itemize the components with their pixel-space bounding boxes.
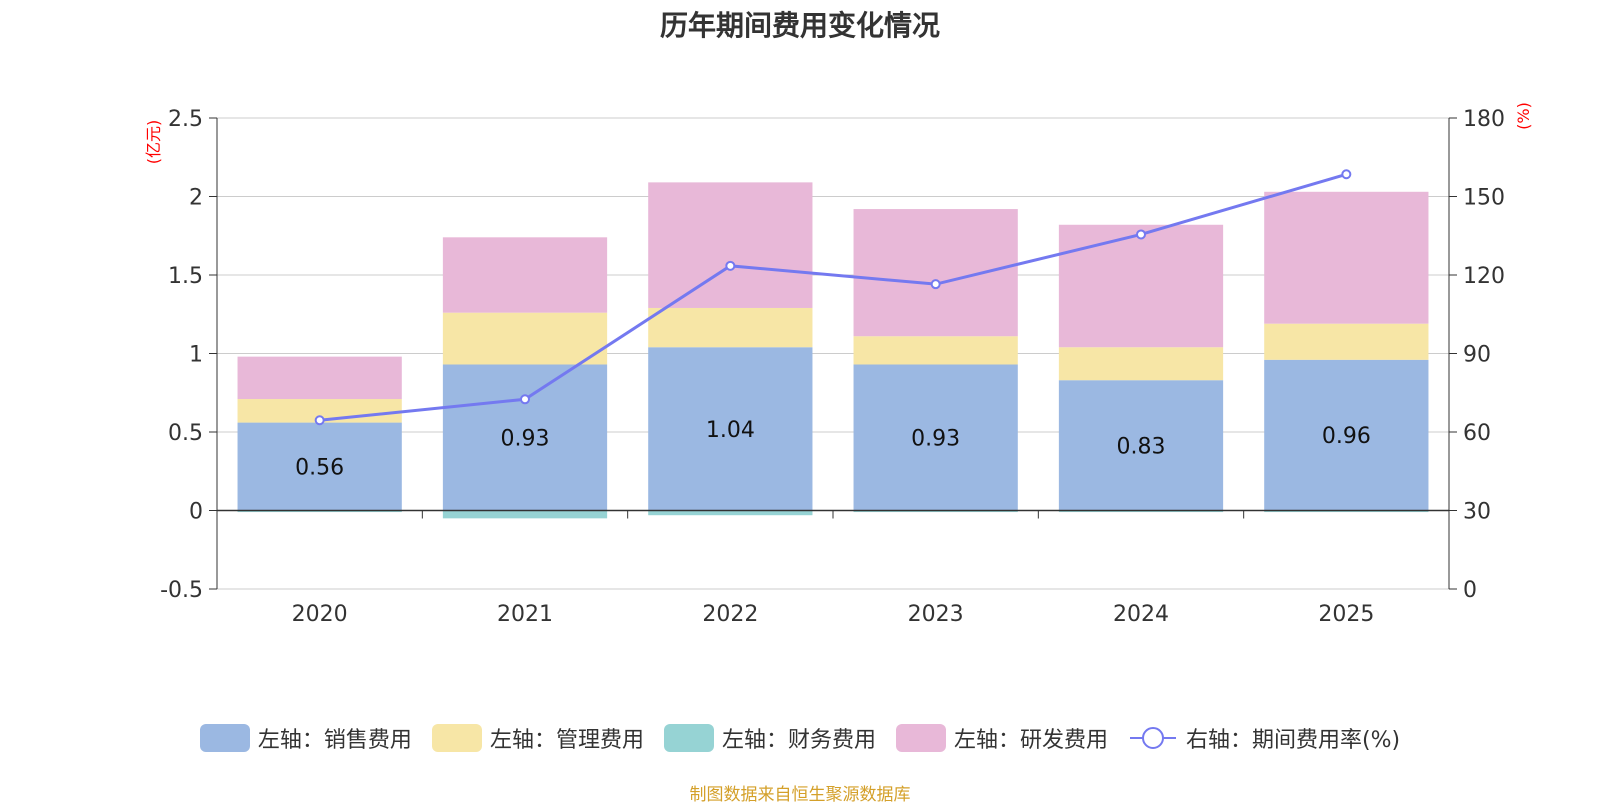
bar-segment <box>1058 224 1224 348</box>
expense-rate-point <box>1136 229 1146 240</box>
x-tick-label: 2020 <box>292 602 348 627</box>
chart-area: -0.5 0 0.5 1 1.5 2 2.5 0 30 60 90 120 150 180 (亿元) (%) 2… <box>144 102 1533 627</box>
y-right-tick-label: 90 <box>1463 343 1491 368</box>
chart-title: 历年期间费用变化情况 <box>659 9 940 42</box>
y-left-tick-label: -0.5 <box>160 578 203 603</box>
bar-segment <box>648 510 813 516</box>
legend-swatch-admin <box>431 724 482 752</box>
bar-data-label: 1.04 <box>706 418 755 443</box>
y-left-tick-label: 0.5 <box>168 421 203 446</box>
y-right-tick-label: 150 <box>1463 186 1505 211</box>
bar-data-label: 0.93 <box>501 426 550 451</box>
bar-data-label: 0.93 <box>911 426 960 451</box>
expense-rate-point <box>725 260 736 271</box>
legend: 左轴：销售费用 左轴：管理费用 左轴：财务费用 左轴：研发费用 右轴：期间费用率… <box>0 718 1600 758</box>
y-left-tick-label: 0 <box>189 500 203 525</box>
bar-segment <box>853 336 1018 365</box>
legend-label-finance: 左轴：财务费用 <box>721 728 876 753</box>
legend-item-expense-rate[interactable]: 右轴：期间费用率(%) <box>1128 722 1400 754</box>
bar-segment <box>237 510 402 513</box>
x-tick-label: 2022 <box>702 602 758 627</box>
y-right-tick-label: 60 <box>1463 421 1491 446</box>
legend-swatch-rd <box>895 724 946 752</box>
expense-rate-point <box>930 279 941 290</box>
legend-item-sales[interactable]: 左轴：销售费用 <box>199 722 412 754</box>
legend-label-rd: 左轴：研发费用 <box>953 728 1108 753</box>
bar-segment <box>853 510 1018 513</box>
legend-swatch-finance <box>663 724 714 752</box>
y-right-tick-label: 30 <box>1463 500 1491 525</box>
bar-segment <box>1264 191 1429 324</box>
bar-segment <box>648 347 813 511</box>
x-tick-label: 2021 <box>497 602 553 627</box>
x-tick-label: 2023 <box>908 602 964 627</box>
bar-segment <box>442 364 608 511</box>
bar-data-label: 0.96 <box>1322 424 1371 449</box>
legend-item-admin[interactable]: 左轴：管理费用 <box>431 722 644 754</box>
expense-rate-point <box>1341 169 1352 180</box>
bar-segment <box>1058 510 1224 513</box>
bar-segment <box>1264 323 1429 360</box>
y-right-tick-label: 180 <box>1463 107 1505 132</box>
legend-item-finance[interactable]: 左轴：财务费用 <box>663 722 876 754</box>
bar-segment <box>237 422 402 511</box>
x-tick-label: 2025 <box>1318 602 1374 627</box>
bar-segment <box>442 312 608 365</box>
y-left-tick-label: 2.5 <box>168 107 203 132</box>
bar-segment <box>853 364 1018 511</box>
legend-label-sales: 左轴：销售费用 <box>257 728 412 753</box>
bar-segment <box>1264 510 1429 513</box>
legend-label-admin: 左轴：管理费用 <box>489 728 644 753</box>
bar-segment <box>648 307 813 348</box>
bar-segment <box>1264 359 1429 511</box>
bar-segment <box>442 237 608 313</box>
y-left-tick-label: 2 <box>189 186 203 211</box>
legend-label-expense-rate: 右轴：期间费用率(%) <box>1185 728 1401 753</box>
expense-rate-point <box>314 415 325 426</box>
y-right-unit: (%) <box>1514 102 1533 130</box>
bar-data-label: 0.83 <box>1117 434 1166 459</box>
x-tick-label: 2024 <box>1113 602 1169 627</box>
legend-line-marker-icon <box>1129 727 1176 749</box>
y-left-tick-label: 1 <box>189 343 203 368</box>
expense-rate-point <box>520 394 530 405</box>
y-left-tick-label: 1.5 <box>168 264 203 289</box>
y-right-tick-label: 120 <box>1463 264 1505 289</box>
bar-segment <box>1058 347 1224 381</box>
bar-segment <box>237 356 402 400</box>
legend-swatch-sales <box>199 724 250 752</box>
bar-segment <box>442 510 608 519</box>
expense-rate-line <box>319 172 1347 422</box>
bar-segment <box>648 182 813 308</box>
bar-segment <box>853 209 1018 337</box>
y-right-tick-label: 0 <box>1463 578 1477 603</box>
y-left-unit: (亿元) <box>144 120 163 165</box>
source-footer: 制图数据来自恒生聚源数据库 <box>689 785 911 805</box>
bar-segment <box>1058 380 1224 511</box>
bar-data-label: 0.56 <box>295 456 344 481</box>
legend-item-rd[interactable]: 左轴：研发费用 <box>895 722 1108 754</box>
